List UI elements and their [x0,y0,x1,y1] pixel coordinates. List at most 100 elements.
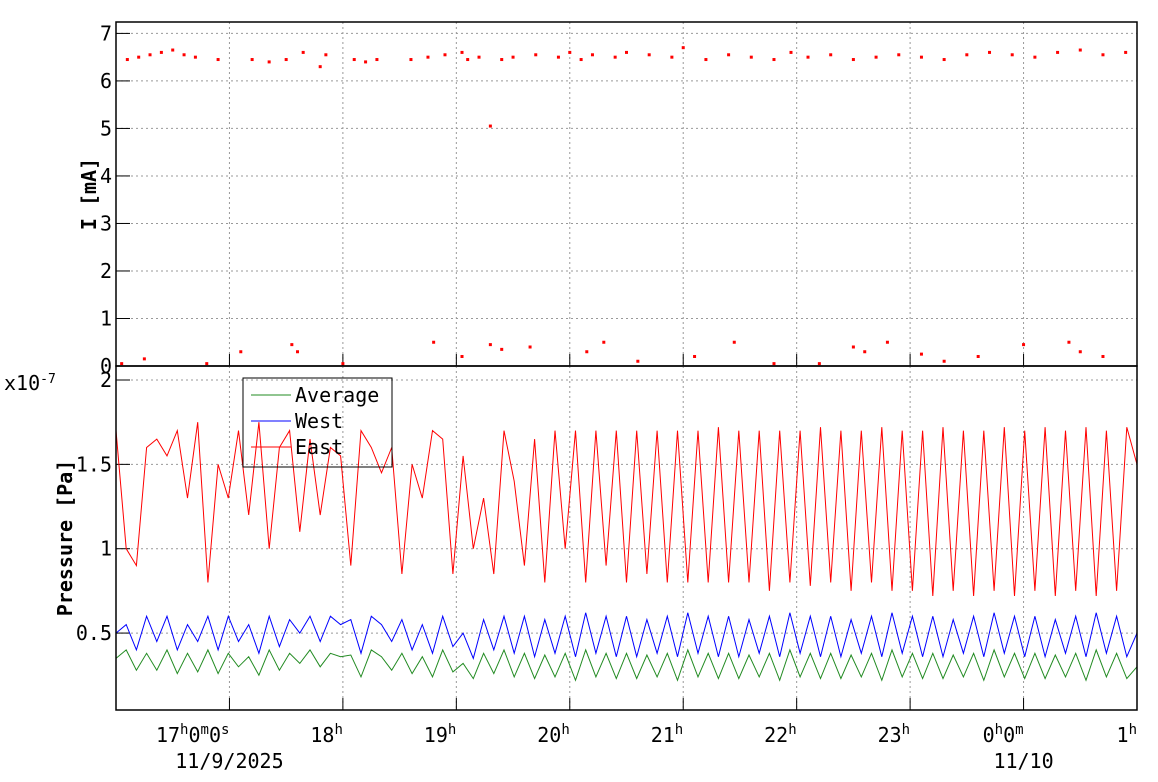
point [976,354,980,358]
point [1022,343,1026,347]
point [1101,354,1105,358]
x-tick-label: 1h [1117,722,1137,747]
point [942,359,946,363]
y-tick-label: 1 [100,306,112,330]
frame [115,21,1138,367]
y-scale-exponent: -7 [40,372,56,387]
point [375,58,379,62]
point [290,343,294,347]
point [806,55,810,59]
point [432,340,436,344]
y-scale-base: x10 [4,371,40,395]
x-tick-label: 18h [310,722,343,747]
point [817,362,821,366]
point [636,359,640,363]
point [125,58,129,62]
point [443,53,447,57]
series-line [115,612,1138,660]
point [352,58,356,62]
point [534,53,538,57]
point [466,58,470,62]
point [205,362,209,366]
point [324,53,328,57]
y-tick-label: 2 [100,368,112,392]
point [1056,50,1060,54]
point [239,350,243,354]
point [874,55,878,59]
point [942,58,946,62]
legend-label: West [295,409,343,433]
point [789,50,793,54]
x-tick-label: 0h0m [983,722,1024,747]
y-tick-label: 4 [100,164,112,188]
plot-area [120,46,1128,366]
y-tick-label: 1 [100,537,112,561]
point [851,345,855,349]
y-tick-label: 0 [100,354,112,378]
point [500,347,504,351]
point [364,60,368,64]
point [159,50,163,54]
legend-label: Average [295,383,379,407]
point [556,55,560,59]
point [693,354,697,358]
series-line [115,648,1138,682]
point [137,55,141,59]
y-tick-label: 5 [100,116,112,140]
y-tick-label: 3 [100,211,112,235]
point [613,55,617,59]
point [301,50,305,54]
point [727,53,731,57]
point [1078,48,1082,52]
point [704,58,708,62]
point [488,343,492,347]
point [250,58,254,62]
point [409,58,413,62]
point [193,55,197,59]
point [488,124,492,128]
point [670,55,674,59]
point [732,340,736,344]
point [590,53,594,57]
point [426,55,430,59]
point [267,60,271,64]
point [863,350,867,354]
point [341,362,345,366]
x-tick-label: 20h [537,722,570,747]
legend-label: East [295,435,343,459]
point [1124,50,1128,54]
point [965,53,969,57]
point [681,46,685,50]
point [885,340,889,344]
point [171,48,175,52]
point [829,53,833,57]
x-tick-label: 22h [764,722,797,747]
point [602,340,606,344]
point [919,55,923,59]
point [528,345,532,349]
point [182,53,186,57]
series-line [115,422,1138,597]
legend-box [242,377,393,468]
date-label: 11/10 [993,749,1053,773]
x-tick-label: 19h [424,722,457,747]
x-tick-label: 17h0m0s [156,722,230,747]
point [296,350,300,354]
point [318,65,322,69]
point [749,55,753,59]
y-axis-label: Pressure [Pa] [53,460,77,617]
point [988,50,992,54]
y-axis-label: I [mA] [77,158,101,230]
point [1033,55,1037,59]
point [284,58,288,62]
point [1067,340,1071,344]
point [585,350,589,354]
point [851,58,855,62]
point [1010,53,1014,57]
point [568,50,572,54]
point [142,357,146,361]
point [772,58,776,62]
point [511,55,515,59]
point [500,58,504,62]
